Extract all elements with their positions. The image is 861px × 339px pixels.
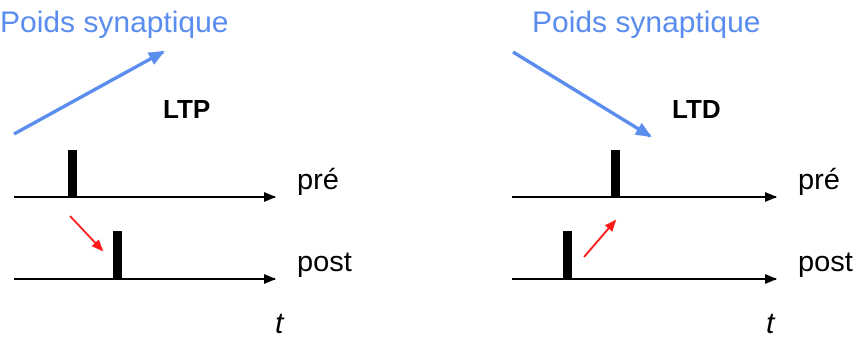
ltp-pre-spike bbox=[68, 150, 77, 197]
ltd-weight-label: Poids synaptique bbox=[532, 6, 761, 39]
ltp-time-label: t bbox=[275, 307, 285, 339]
ltp-post-spike bbox=[113, 231, 122, 279]
ltp-weight-increase-arrow bbox=[13, 50, 165, 136]
ltd-pre-label: pré bbox=[798, 164, 840, 196]
ltd-causal-arrow bbox=[583, 219, 617, 258]
ltd-pre-spike bbox=[611, 150, 620, 197]
ltp-panel: Poids synaptique LTP pré post t bbox=[0, 6, 352, 339]
ltd-weight-decrease-arrow bbox=[512, 50, 652, 138]
ltp-causal-arrow bbox=[69, 215, 104, 252]
ltd-panel: Poids synaptique LTD pré post t bbox=[512, 6, 853, 339]
ltp-pre-label: pré bbox=[297, 164, 339, 196]
ltd-post-spike bbox=[563, 231, 572, 279]
ltd-time-label: t bbox=[766, 307, 776, 339]
ltp-weight-label: Poids synaptique bbox=[0, 6, 229, 39]
ltd-title: LTD bbox=[672, 94, 721, 124]
ltp-post-label: post bbox=[297, 246, 352, 278]
ltp-title: LTP bbox=[163, 94, 210, 124]
ltd-post-label: post bbox=[798, 246, 853, 278]
